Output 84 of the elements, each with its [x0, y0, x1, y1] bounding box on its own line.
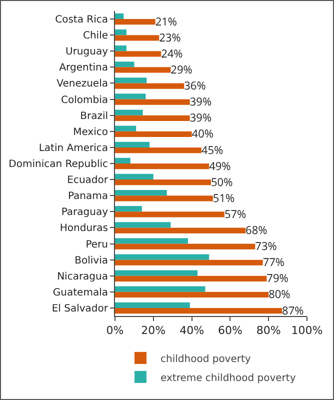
y-tick-label: Mexico	[73, 126, 108, 138]
y-tick-label: Uruguay	[66, 46, 108, 58]
y-tick-label: Guatemala	[52, 287, 108, 298]
data-label: 51%	[212, 190, 235, 206]
y-tick-label: Ecuador	[67, 175, 109, 186]
legend-label: extreme childhood poverty	[160, 372, 296, 384]
data-label: 79%	[266, 271, 288, 286]
bar	[115, 29, 127, 36]
bar	[115, 180, 211, 186]
data-label: 24%	[161, 46, 183, 62]
data-label: 87%	[282, 303, 304, 318]
data-label: 23%	[159, 30, 181, 46]
bar	[115, 244, 256, 250]
bar	[115, 142, 150, 148]
bar	[115, 46, 127, 52]
bar	[115, 222, 171, 228]
x-tick-label: 20%	[141, 324, 166, 338]
data-label: 45%	[201, 142, 224, 158]
y-tick-label: Paraguay	[61, 207, 108, 218]
bar	[115, 292, 269, 298]
y-tick-label: Costa Rica	[55, 14, 108, 26]
data-label: 40%	[192, 126, 214, 142]
x-tick-label: 60%	[218, 324, 242, 338]
x-tick-label: 0%	[106, 324, 124, 338]
y-tick-label: Chile	[82, 30, 108, 42]
bar	[115, 276, 267, 282]
bar	[115, 286, 206, 292]
bar	[115, 238, 188, 244]
bar	[115, 147, 202, 154]
bar	[115, 126, 136, 132]
bar	[115, 228, 246, 234]
y-tick-label: El Salvador	[52, 303, 109, 314]
data-label: 50%	[211, 174, 233, 190]
data-label: 77%	[262, 255, 285, 270]
bar	[115, 206, 142, 212]
bar	[115, 196, 213, 202]
bar	[115, 83, 184, 89]
bar	[115, 94, 146, 100]
bar	[115, 254, 210, 260]
bar	[115, 35, 160, 41]
bar	[115, 99, 190, 105]
y-tick-label: Nicaragua	[57, 271, 108, 282]
data-label: 39%	[190, 94, 212, 110]
y-tick-label: Argentina	[59, 62, 108, 74]
x-tick-label: 100%	[291, 324, 323, 338]
bar	[115, 62, 134, 68]
data-label: 57%	[224, 206, 246, 222]
data-label: 36%	[184, 78, 206, 94]
y-tick-label: Honduras	[60, 223, 108, 234]
x-tick-label: 40%	[180, 324, 204, 338]
bar	[115, 13, 124, 20]
y-tick-label: Venezuela	[56, 78, 108, 90]
y-tick-label: Peru	[86, 239, 108, 250]
bar	[115, 260, 263, 266]
bar	[115, 78, 147, 84]
bar	[115, 115, 190, 121]
y-tick-label: Colombia	[61, 94, 108, 106]
bar	[115, 158, 130, 164]
y-tick-label: Latin America	[38, 142, 108, 154]
data-label: 29%	[170, 62, 192, 78]
bar	[115, 110, 143, 116]
y-tick-label: Dominican Republic	[8, 159, 108, 170]
data-label: 39%	[190, 110, 212, 126]
bar	[115, 302, 190, 308]
data-label: 21%	[155, 14, 178, 30]
bar	[115, 270, 198, 276]
bar	[115, 212, 224, 218]
y-tick-label: Brazil	[80, 110, 108, 122]
bar	[115, 51, 162, 57]
data-label: 80%	[268, 287, 290, 302]
bar	[115, 131, 192, 138]
bar	[115, 174, 154, 180]
bar	[115, 308, 282, 314]
y-tick-label: Panama	[68, 191, 108, 202]
data-label: 73%	[255, 239, 277, 254]
bar	[115, 190, 167, 196]
x-tick-label: 80%	[256, 324, 281, 338]
bar	[115, 67, 171, 73]
bar	[115, 19, 156, 25]
bar	[115, 164, 210, 170]
y-tick-label: Bolivia	[74, 255, 108, 266]
data-label: 68%	[246, 223, 268, 238]
legend-label: childhood poverty	[160, 354, 251, 365]
data-label: 49%	[209, 158, 231, 174]
